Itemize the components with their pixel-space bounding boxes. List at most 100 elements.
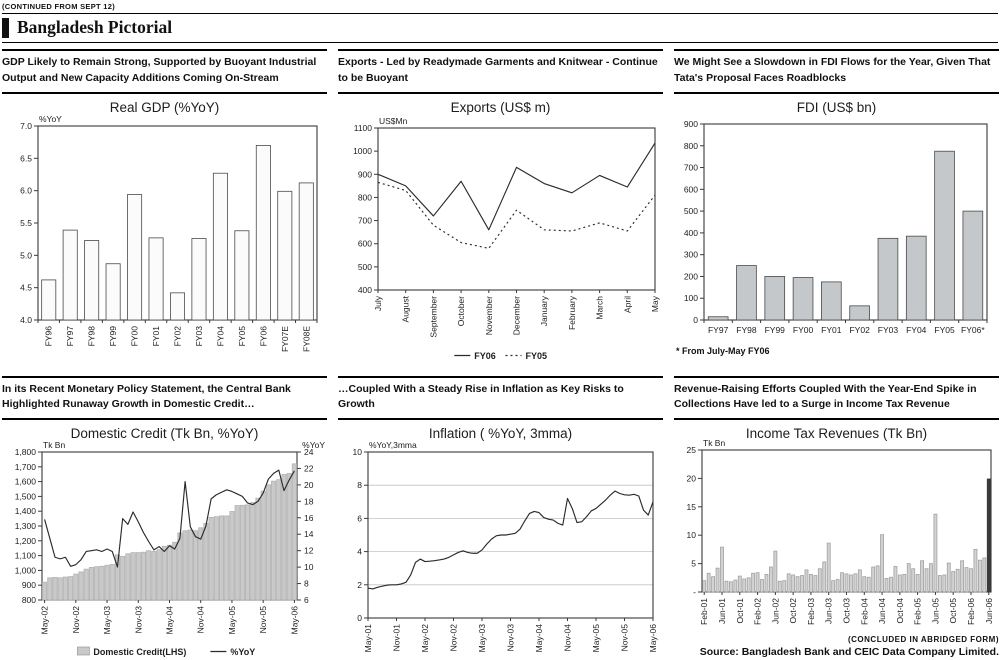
domestic-credit-chart-title: Domestic Credit (Tk Bn, %YoY) (70, 426, 259, 441)
svg-text:Oct-03: Oct-03 (842, 598, 852, 624)
continued-note: (CONTINUED FROM SEPT 12) (2, 2, 116, 11)
svg-text:FY97: FY97 (708, 325, 729, 335)
svg-text:May-04: May-04 (165, 606, 175, 635)
panel-exports: Exports - Led by Readymade Garments and … (338, 49, 663, 364)
svg-text:%YoY: %YoY (39, 114, 62, 124)
svg-text:800: 800 (358, 192, 372, 202)
svg-text:24: 24 (304, 447, 314, 457)
svg-text:8: 8 (357, 480, 362, 490)
svg-text:FY97: FY97 (65, 325, 75, 346)
svg-text:4.0: 4.0 (20, 315, 32, 325)
svg-text:FY06*: FY06* (961, 325, 985, 335)
svg-text:October: October (456, 295, 466, 325)
svg-text:Oct-04: Oct-04 (895, 598, 905, 624)
svg-text:Jun-06: Jun-06 (984, 598, 994, 624)
svg-text:1,100: 1,100 (15, 551, 37, 561)
svg-text:May: May (650, 295, 660, 312)
svg-text:10: 10 (304, 562, 314, 572)
svg-text:1,200: 1,200 (15, 536, 37, 546)
svg-text:Jun-05: Jun-05 (930, 598, 940, 624)
svg-text:10: 10 (687, 530, 697, 540)
svg-text:May-02: May-02 (420, 624, 430, 653)
page-title: Bangladesh Pictorial (17, 17, 173, 37)
svg-text:22: 22 (304, 463, 314, 473)
income-tax-chart-title: Income Tax Revenues (Tk Bn) (745, 426, 928, 441)
svg-text:May-03: May-03 (477, 624, 487, 653)
svg-text:Nov-02: Nov-02 (71, 606, 81, 634)
real-gdp-chart: 7.0 6.5 6.0 5.5 5.0 4.5 4.0 %YoY FY96 FY97 FY98 FY9… (20, 114, 318, 352)
svg-text:Nov-05: Nov-05 (258, 606, 268, 634)
svg-text:1,600: 1,600 (15, 477, 37, 487)
title-marker-block (2, 17, 9, 38)
svg-text:400: 400 (684, 227, 698, 237)
svg-text:6: 6 (357, 513, 362, 523)
svg-text:Nov-05: Nov-05 (620, 624, 630, 652)
svg-text:Jun-02: Jun-02 (770, 598, 780, 624)
svg-text:300: 300 (684, 249, 698, 259)
exports-headline: Exports - Led by Readymade Garments and … (338, 49, 663, 94)
domestic-credit-chart: 1,800 1,700 1,600 1,500 1,400 1,300 1,200 1,100… (15, 440, 326, 657)
fdi-headline: We Might See a Slowdown in FDI Flows for… (674, 49, 999, 94)
masthead: Bangladesh Pictorial (2, 14, 998, 42)
svg-text:FY05: FY05 (934, 325, 955, 335)
svg-text:FY99: FY99 (108, 325, 118, 346)
svg-text:FY05: FY05 (237, 325, 247, 346)
svg-text:September: September (428, 295, 438, 337)
concluded-note: (CONCLUDED IN ABRIDGED FORM) (847, 635, 999, 644)
svg-text:700: 700 (684, 162, 698, 172)
fdi-footnote: * From July-May FY06 (676, 345, 770, 356)
svg-text:May-05: May-05 (227, 606, 237, 635)
svg-text:May-04: May-04 (534, 624, 544, 653)
svg-text:Oct-05: Oct-05 (948, 598, 958, 624)
svg-text:Tk Bn: Tk Bn (43, 440, 65, 450)
svg-text:FY05: FY05 (526, 351, 548, 361)
svg-text:US$Mn: US$Mn (379, 116, 408, 126)
svg-text:Oct-01: Oct-01 (735, 598, 745, 624)
svg-text:FY00: FY00 (793, 325, 814, 335)
svg-text:800: 800 (684, 140, 698, 150)
svg-text:May-06: May-06 (648, 624, 658, 653)
svg-text:0: 0 (693, 315, 698, 325)
svg-text:1,000: 1,000 (15, 565, 37, 575)
svg-text:25: 25 (687, 445, 697, 455)
svg-text:November: November (484, 295, 494, 334)
svg-text:FY98: FY98 (87, 325, 97, 346)
svg-text:1,700: 1,700 (15, 462, 37, 472)
svg-text:May-03: May-03 (102, 606, 112, 635)
svg-text:March: March (595, 295, 605, 319)
svg-text:400: 400 (358, 285, 372, 295)
svg-text:1,800: 1,800 (15, 447, 37, 457)
svg-text:April: April (622, 295, 632, 312)
exports-chart: 1100 1000 900 800 700 600 500 400 US$Mn July Augus… (353, 116, 660, 361)
svg-text:20: 20 (304, 480, 314, 490)
panel-income-tax: Revenue-Raising Efforts Coupled With the… (674, 375, 999, 660)
svg-text:100: 100 (684, 293, 698, 303)
fdi-chart-title: FDI (US$ bn) (796, 99, 877, 115)
svg-text:Feb-04: Feb-04 (859, 598, 869, 625)
svg-text:Feb-05: Feb-05 (913, 598, 923, 625)
svg-text:FY00: FY00 (130, 325, 140, 346)
svg-text:500: 500 (684, 206, 698, 216)
svg-text:20: 20 (687, 473, 697, 483)
top-rule (2, 13, 998, 14)
svg-text:Feb-03: Feb-03 (806, 598, 816, 625)
svg-text:900: 900 (684, 119, 698, 129)
svg-text:4.5: 4.5 (20, 282, 32, 292)
svg-text:Nov-02: Nov-02 (449, 624, 459, 652)
svg-text:FY01: FY01 (151, 325, 161, 346)
svg-text:FY98: FY98 (736, 325, 757, 335)
svg-text:Jun-01: Jun-01 (717, 598, 727, 624)
svg-text:FY01: FY01 (821, 325, 842, 335)
svg-text:FY96: FY96 (44, 325, 54, 346)
svg-text:FY04: FY04 (215, 325, 225, 346)
panel-domestic-credit: In its Recent Monetary Policy Statement,… (2, 375, 327, 660)
svg-text:500: 500 (358, 261, 372, 271)
svg-text:Nov-04: Nov-04 (563, 624, 573, 652)
source-note: Source: Bangladesh Bank and CEIC Data Co… (699, 646, 999, 658)
svg-text:5.0: 5.0 (20, 250, 32, 260)
svg-text:900: 900 (358, 169, 372, 179)
svg-text:6.5: 6.5 (20, 153, 32, 163)
svg-text:12: 12 (304, 546, 314, 556)
svg-text:700: 700 (358, 215, 372, 225)
